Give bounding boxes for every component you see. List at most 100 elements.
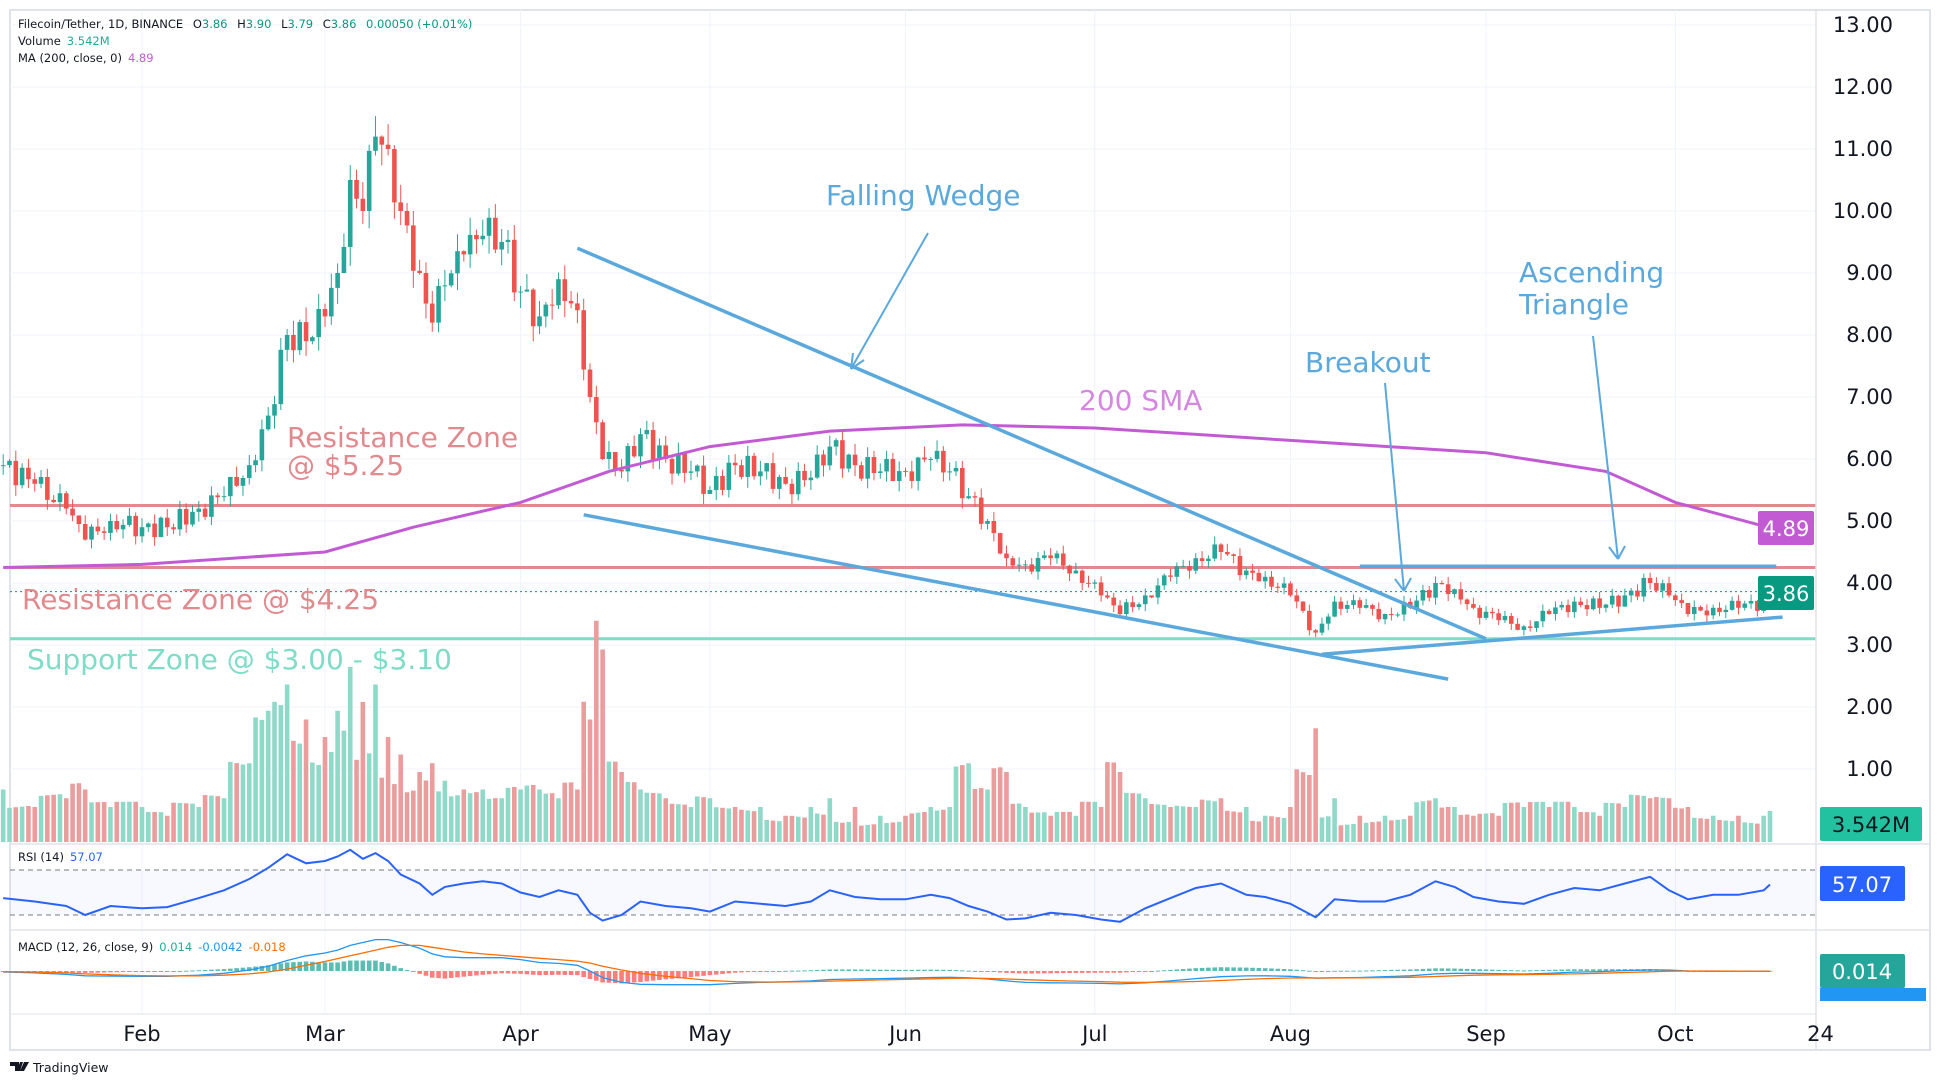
- candle-body: [493, 217, 498, 250]
- macd-hist-bar: [76, 971, 82, 973]
- candle-body: [1591, 598, 1596, 610]
- brand-name: TradingView: [32, 1060, 109, 1075]
- macd-hist-bar: [1572, 969, 1577, 971]
- volume-bar: [884, 823, 889, 842]
- price-scale-tags: 4.89 3.86 3.542M 57.07 0.014: [1758, 511, 1926, 1001]
- volume-bar: [751, 811, 757, 842]
- macd-hist-bar: [164, 971, 170, 972]
- macd-hist-bar: [1275, 968, 1281, 971]
- macd-hist-bar: [202, 969, 208, 971]
- macd-hist-bar: [903, 969, 908, 971]
- candle-body: [600, 422, 605, 459]
- candle-body: [1142, 595, 1148, 605]
- price-axis[interactable]: 13.00 12.00 11.00 10.00 9.00 8.00 7.00 6.00 5.00…: [1833, 13, 1893, 781]
- candle-body: [1691, 606, 1697, 614]
- candle-body: [1704, 610, 1710, 616]
- rsi-line[interactable]: [3, 848, 1771, 923]
- time-axis[interactable]: Feb Mar Apr May Jun Jul Aug Sep Oct 24: [123, 1022, 1833, 1046]
- candle-body: [1483, 611, 1489, 618]
- volume-bars[interactable]: [0, 620, 1773, 842]
- candles[interactable]: [0, 116, 1773, 638]
- macd-hist-bar: [0, 971, 6, 972]
- time-tick-label: 24: [1807, 1022, 1834, 1046]
- candle-body: [1092, 582, 1098, 584]
- candle-body: [1319, 623, 1325, 633]
- tradingview-logo[interactable]: TradingView: [10, 1060, 109, 1075]
- candle-body: [789, 483, 795, 495]
- volume-bar: [183, 803, 189, 842]
- macd-hist-bar: [1584, 969, 1590, 971]
- candle-body: [196, 508, 202, 512]
- candle-body: [347, 180, 353, 247]
- macd-hist-bar: [953, 970, 959, 972]
- volume-bar: [45, 795, 50, 842]
- macd-hist-bar: [322, 962, 328, 971]
- macd-line[interactable]: [3, 938, 1770, 986]
- volume-bar: [1351, 824, 1356, 842]
- candle-body: [1572, 601, 1577, 613]
- falling-wedge-label: Falling Wedge: [826, 179, 1021, 212]
- volume-bar: [1515, 802, 1520, 842]
- volume-bar: [764, 820, 769, 842]
- volume-bar: [329, 751, 334, 842]
- candle-body: [549, 304, 555, 306]
- macd-hist-bar: [1142, 971, 1148, 972]
- candle-body: [1004, 553, 1009, 559]
- volume-bar: [1016, 803, 1022, 842]
- candle-body: [688, 471, 694, 473]
- volume-bar: [1054, 812, 1060, 842]
- macd-hist-bar: [846, 969, 852, 971]
- volume-bar: [562, 782, 568, 842]
- macd-hist-bar: [51, 971, 56, 973]
- volume-bar: [38, 795, 44, 842]
- macd-hist-bar: [644, 971, 650, 982]
- macd-hist-bar: [1540, 970, 1546, 972]
- volume-bar: [455, 795, 460, 842]
- volume-bar: [600, 649, 605, 842]
- volume-bar: [840, 822, 845, 842]
- macd-hist-bar: [1603, 969, 1609, 971]
- macd-hist-bar: [511, 971, 517, 974]
- legend: Filecoin/Tether, 1D, BINANCE O3.86 H3.90…: [18, 17, 472, 65]
- macd-hist-bar: [171, 971, 176, 972]
- volume-bar: [1679, 808, 1684, 842]
- volume-bar: [404, 792, 410, 842]
- trendlines[interactable]: [576, 246, 1783, 681]
- volume-bar: [1717, 819, 1722, 842]
- macd-hist-bar: [461, 971, 467, 977]
- ma200-line[interactable]: [3, 423, 1771, 569]
- svg-text:MACD (12, 26, close, 9)0.014-0: MACD (12, 26, close, 9) 0.014 -0.0042 -0.01…: [18, 940, 286, 954]
- candle-body: [284, 335, 290, 350]
- candle-body: [278, 349, 284, 405]
- candle-body: [1660, 583, 1666, 591]
- macd-hist-bar: [789, 970, 795, 972]
- candle-body: [953, 467, 959, 472]
- volume-bar: [1363, 822, 1369, 842]
- macd-hist-bar: [480, 971, 486, 975]
- candle-body: [1256, 572, 1262, 582]
- volume-bar: [1408, 815, 1413, 842]
- candle-body: [1231, 554, 1236, 557]
- volume-bar: [789, 815, 795, 842]
- macd-hist-bar: [499, 971, 504, 974]
- candle-body: [1111, 597, 1117, 606]
- macd-hist-bar: [941, 969, 946, 971]
- candle-body: [606, 452, 612, 459]
- macd-hist-bar: [354, 960, 359, 971]
- macd-hist-bar: [682, 971, 687, 978]
- signal-line[interactable]: [3, 944, 1770, 984]
- candle-body: [436, 285, 441, 323]
- candle-body: [537, 316, 542, 327]
- candle-body: [366, 150, 372, 211]
- volume-bar: [739, 809, 744, 842]
- macd-hist-bar: [1117, 971, 1123, 973]
- volume-bar: [1193, 807, 1199, 842]
- candle-body: [562, 279, 568, 301]
- macd-hist-bar: [676, 971, 681, 979]
- volume-bar: [871, 824, 877, 842]
- support-label: Support Zone @ $3.00 - $3.10: [27, 643, 452, 676]
- macd-hist-bar: [966, 970, 971, 972]
- volume-bar: [688, 807, 694, 842]
- volume-bar: [360, 702, 366, 842]
- volume-bar: [57, 794, 63, 842]
